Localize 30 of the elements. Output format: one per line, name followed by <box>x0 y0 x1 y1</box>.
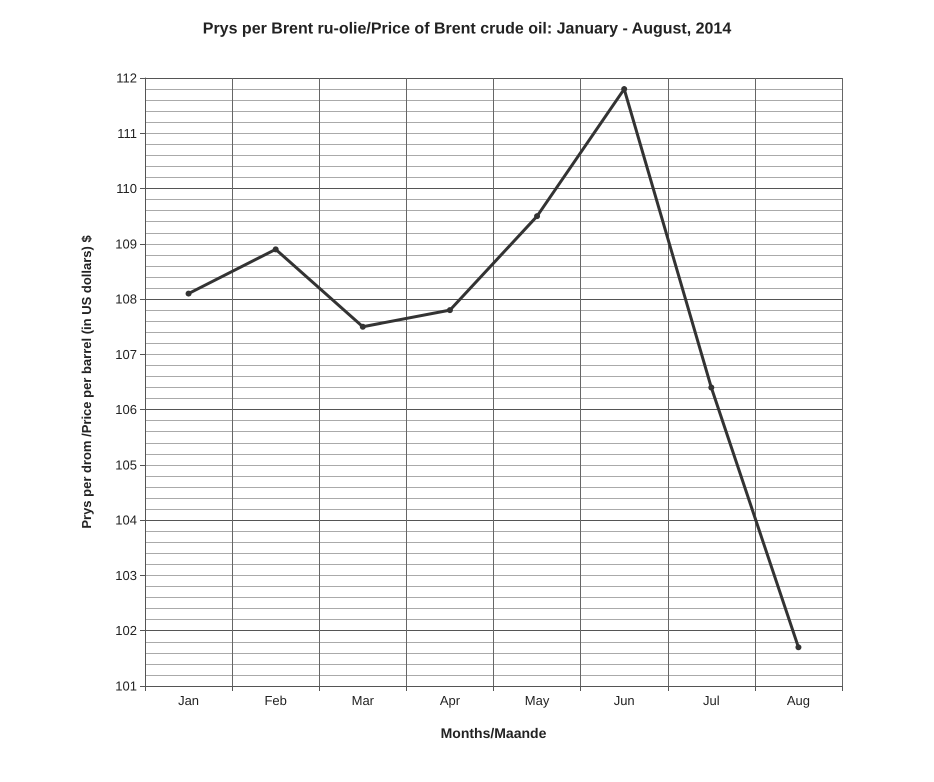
x-tick-label: May <box>524 693 550 708</box>
x-tick-label: Jun <box>614 693 635 708</box>
point <box>708 384 714 391</box>
x-tick-label: Apr <box>440 693 461 708</box>
y-tick-label: 102 <box>115 623 137 638</box>
point <box>534 213 540 220</box>
y-tick-label: 111 <box>117 126 137 141</box>
y-tick-label: 106 <box>115 402 137 418</box>
y-tick-label: 101 <box>115 678 137 694</box>
point <box>272 246 279 252</box>
y-tick-label: 108 <box>115 292 137 307</box>
point <box>795 644 802 650</box>
x-tick-label: Feb <box>264 693 287 708</box>
point <box>446 307 453 314</box>
y-axis-title: Prys per drom /Price per barrel (in US dollars) $ <box>79 234 94 529</box>
y-tick-label: 109 <box>115 236 137 252</box>
x-tick-label: Jul <box>703 693 720 708</box>
point <box>186 290 192 297</box>
x-tick-label: Aug <box>786 693 810 708</box>
y-tick-label: 105 <box>115 457 137 472</box>
y-tick-label: 112 <box>116 70 137 86</box>
x-tick-label: Mar <box>352 693 375 708</box>
y-tick-label: 103 <box>115 568 137 583</box>
x-axis-title: Months/Maande <box>440 725 547 741</box>
x-tick-label: Jan <box>178 693 200 708</box>
y-tick-label: 104 <box>115 512 137 528</box>
point <box>360 324 366 330</box>
y-tick-label: 110 <box>116 181 137 196</box>
y-tick-label: 107 <box>115 346 137 362</box>
chart-title: Prys per Brent ru-olie/Price of Brent crude oil: January - August, 2014 <box>202 20 732 38</box>
